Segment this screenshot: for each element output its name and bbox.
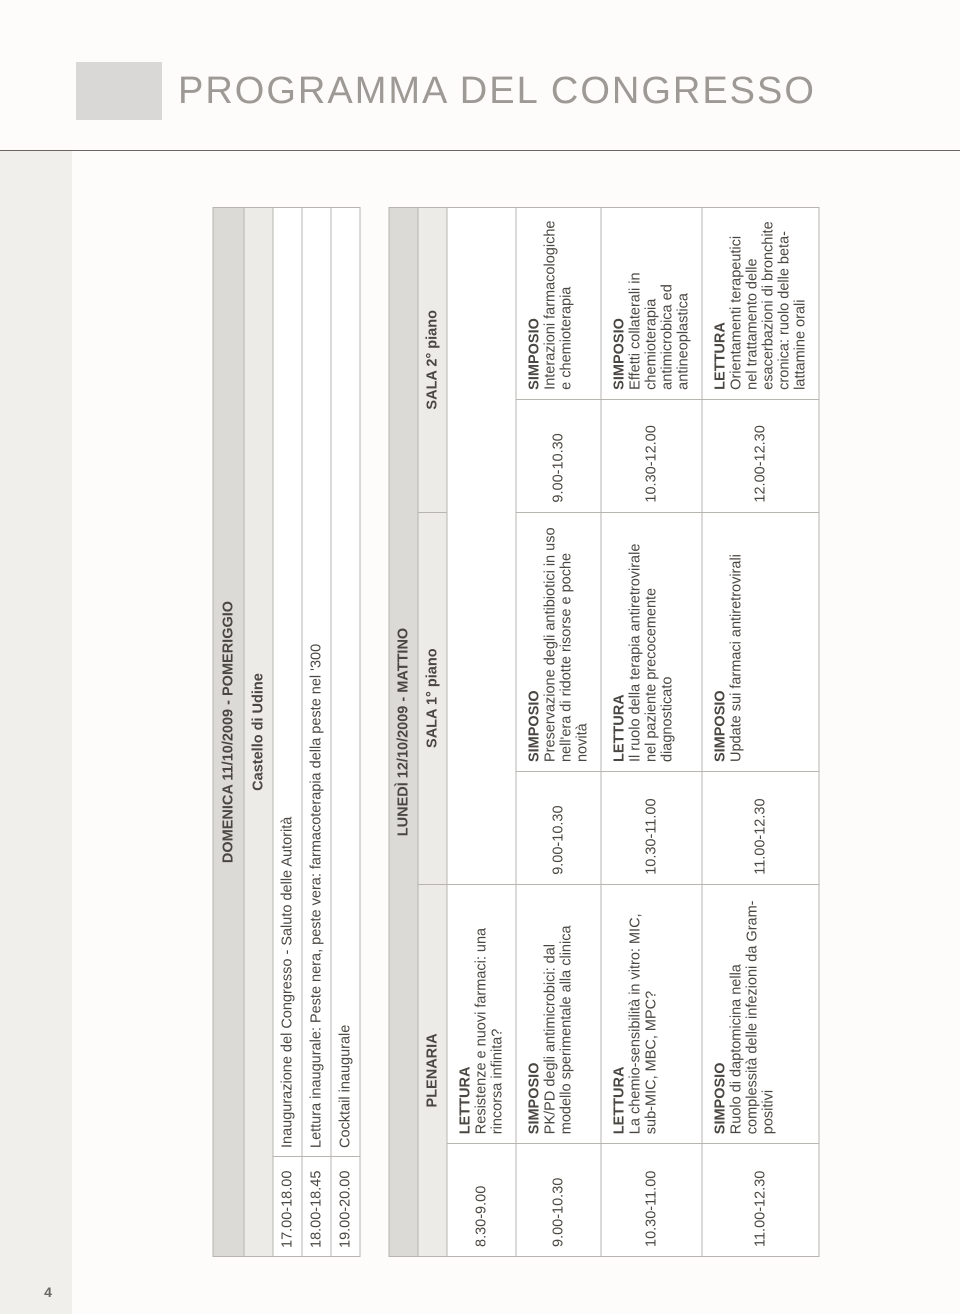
day1-subheader: Castello di Udine <box>244 208 273 1257</box>
event-tag: SIMPOSIO <box>527 217 543 390</box>
event-tag: LETTURA <box>458 894 474 1134</box>
decorative-block <box>76 62 162 120</box>
event-cell: Inaugurazione del Congresso - Saluto del… <box>273 208 302 1157</box>
time-cell: 11.00-12.30 <box>702 772 819 885</box>
event-cell: Lettura inaugurale: Peste nera, peste ve… <box>302 208 331 1157</box>
event-text: Resistenze e nuovi farmaci: una rincorsa… <box>474 928 506 1134</box>
event-cell: LETTURA Resistenze e nuovi farmaci: una … <box>447 884 516 1143</box>
event-text: Preservazione degli antibiotici in uso n… <box>543 527 591 762</box>
time-cell: 19.00-20.00 <box>331 1157 360 1257</box>
table-row: 9.00-10.30 SIMPOSIO PK/PD degli antimicr… <box>516 208 601 1257</box>
event-cell: Cocktail inaugurale <box>331 208 360 1157</box>
event-text: Effetti collaterali in chemioterapia ant… <box>628 272 692 389</box>
page-number: 4 <box>36 1278 60 1306</box>
time-cell: 9.00-10.30 <box>516 1144 601 1257</box>
event-cell: LETTURA Orientamenti terapeutici nel tra… <box>702 208 819 400</box>
day1-header: DOMENICA 11/10/2009 - POMERIGGIO <box>213 208 244 1257</box>
room-sala1: SALA 1° piano <box>418 512 447 884</box>
room-plenaria: PLENARIA <box>418 884 447 1256</box>
time-cell: 8.30-9.00 <box>447 1144 516 1257</box>
event-tag: SIMPOSIO <box>612 217 628 390</box>
day2-header: LUNEDÌ 12/10/2009 - MATTINO <box>389 208 418 1257</box>
day1-table: DOMENICA 11/10/2009 - POMERIGGIO Castell… <box>213 207 361 1257</box>
table-row: 11.00-12.30 SIMPOSIO Ruolo di daptomicin… <box>702 208 819 1257</box>
event-text: Orientamenti terapeutici nel trattamento… <box>729 221 809 389</box>
time-cell: 10.30-11.00 <box>601 772 702 885</box>
event-cell: LETTURA Il ruolo della terapia antiretro… <box>601 512 702 771</box>
event-tag: SIMPOSIO <box>713 522 729 762</box>
time-cell: 9.00-10.30 <box>516 399 601 512</box>
event-cell: SIMPOSIO Preservazione degli antibiotici… <box>516 512 601 771</box>
table-row: 18.00-18.45 Lettura inaugurale: Peste ne… <box>302 208 331 1257</box>
event-text: Update sui farmaci antiretrovirali <box>729 554 745 762</box>
event-tag: LETTURA <box>612 894 628 1134</box>
day2-table: LUNEDÌ 12/10/2009 - MATTINO PLENARIA SAL… <box>389 207 820 1257</box>
time-cell: 9.00-10.30 <box>516 772 601 885</box>
event-cell: LETTURA La chemio-sensibilità in vitro: … <box>601 884 702 1143</box>
event-text: Ruolo di daptomicina nella complessità d… <box>729 901 777 1135</box>
page-title: PROGRAMMA DEL CONGRESSO <box>178 70 816 113</box>
time-cell: 10.30-12.00 <box>601 399 702 512</box>
event-cell: SIMPOSIO Ruolo di daptomicina nella comp… <box>702 884 819 1143</box>
rotated-tables: DOMENICA 11/10/2009 - POMERIGGIO Castell… <box>213 207 820 1257</box>
time-cell: 10.30-11.00 <box>601 1144 702 1257</box>
empty-cell <box>447 208 516 885</box>
event-text: Interazioni farmacologiche e chemioterap… <box>543 221 575 390</box>
table-row: 19.00-20.00 Cocktail inaugurale <box>331 208 360 1257</box>
event-tag: LETTURA <box>612 522 628 762</box>
event-tag: SIMPOSIO <box>527 522 543 762</box>
event-tag: LETTURA <box>713 217 729 390</box>
table-row: 8.30-9.00 LETTURA Resistenze e nuovi far… <box>447 208 516 1257</box>
event-cell: SIMPOSIO Effetti collaterali in chemiote… <box>601 208 702 400</box>
left-margin-strip <box>0 150 72 1314</box>
header: PROGRAMMA DEL CONGRESSO <box>0 0 960 150</box>
room-sala2: SALA 2° piano <box>418 208 447 513</box>
event-tag: SIMPOSIO <box>713 894 729 1134</box>
time-cell: 11.00-12.30 <box>702 1144 819 1257</box>
event-cell: SIMPOSIO Update sui farmaci antiretrovir… <box>702 512 819 771</box>
time-cell: 12.00-12.30 <box>702 399 819 512</box>
table-row: 17.00-18.00 Inaugurazione del Congresso … <box>273 208 302 1257</box>
event-text: La chemio-sensibilità in vitro: MIC, sub… <box>628 913 660 1134</box>
table-row: 10.30-11.00 LETTURA La chemio-sensibilit… <box>601 208 702 1257</box>
page: PROGRAMMA DEL CONGRESSO DOMENICA 11/10/2… <box>0 0 960 1314</box>
time-cell: 17.00-18.00 <box>273 1157 302 1257</box>
event-tag: SIMPOSIO <box>527 894 543 1134</box>
time-cell: 18.00-18.45 <box>302 1157 331 1257</box>
event-cell: SIMPOSIO PK/PD degli antimicrobici: dal … <box>516 884 601 1143</box>
content-area: DOMENICA 11/10/2009 - POMERIGGIO Castell… <box>72 150 960 1314</box>
event-text: Il ruolo della terapia antiretrovirale n… <box>628 544 676 762</box>
event-text: PK/PD degli antimicrobici: dal modello s… <box>543 925 575 1134</box>
event-cell: SIMPOSIO Interazioni farmacologiche e ch… <box>516 208 601 400</box>
